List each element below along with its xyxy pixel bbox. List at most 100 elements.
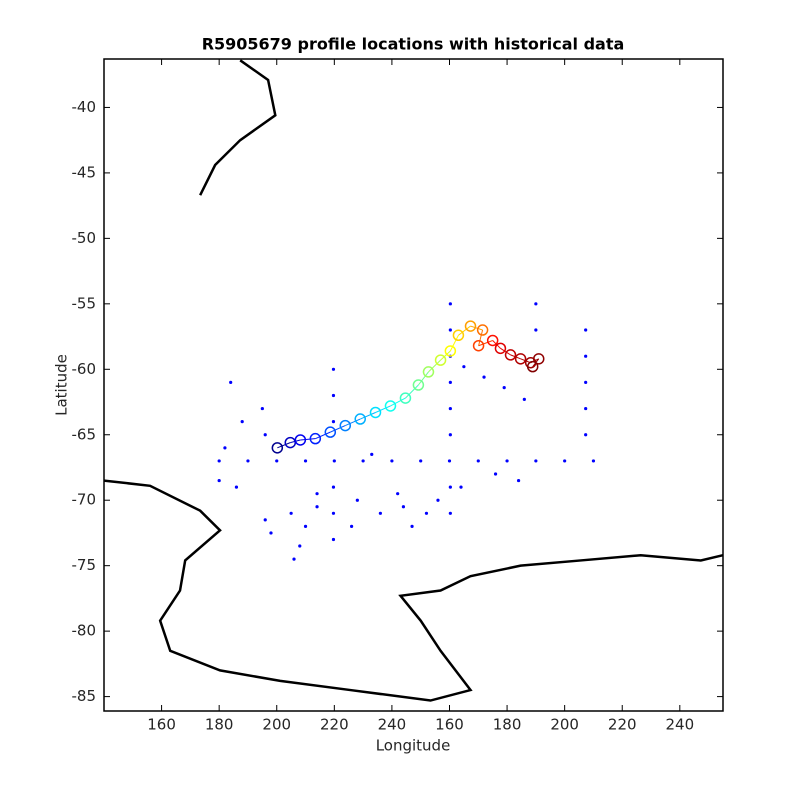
historical-point: [448, 406, 452, 411]
historical-point: [462, 365, 466, 369]
track-segment: [390, 397, 406, 407]
historical-point: [263, 433, 267, 437]
profile-point: [526, 360, 539, 373]
historical-point: [292, 557, 296, 561]
y-tick-label: -75: [72, 556, 97, 574]
chart-title: R5905679 profile locations with historic…: [202, 35, 625, 54]
historical-point: [275, 459, 279, 463]
y-tick-label: -45: [72, 163, 97, 181]
historical-point: [217, 459, 221, 463]
historical-point: [390, 459, 394, 463]
track-segment: [458, 325, 471, 336]
x-tick-label: 220: [320, 716, 349, 734]
historical-point: [246, 459, 250, 463]
historical-point: [378, 511, 382, 515]
historical-point: [269, 531, 273, 535]
historical-point: [331, 537, 336, 542]
profile-point: [422, 366, 435, 378]
y-tick-label: -85: [72, 687, 97, 705]
profile-point: [399, 392, 412, 404]
profile-point: [476, 324, 489, 336]
profile-point: [309, 432, 322, 445]
historical-point: [447, 459, 452, 463]
historical-point: [303, 524, 308, 528]
historical-point: [355, 498, 359, 502]
profile-point: [486, 334, 499, 347]
historical-point: [260, 406, 264, 411]
profile-point: [452, 329, 465, 341]
historical-point: [584, 433, 588, 437]
historical-point: [350, 524, 354, 528]
plot-frame: [103, 58, 724, 712]
y-tick-label: -80: [72, 622, 97, 640]
track-segment: [375, 405, 391, 413]
historical-point: [331, 393, 336, 398]
x-axis-label: Longitude: [376, 737, 451, 755]
x-tick-label: 240: [378, 716, 407, 734]
profile-point: [354, 413, 366, 425]
profile-point: [369, 406, 382, 419]
profile-point: [444, 345, 457, 357]
track-segment: [417, 371, 429, 386]
profile-point: [504, 349, 517, 361]
y-tick-label: -65: [72, 425, 97, 443]
historical-point: [370, 452, 374, 456]
historical-point: [234, 485, 239, 489]
historical-point: [448, 302, 452, 306]
profile-point: [324, 426, 337, 438]
track-segment: [405, 384, 419, 399]
profile-point: [412, 379, 425, 391]
historical-point: [448, 380, 452, 384]
historical-point: [584, 354, 588, 358]
y-tick-label: -40: [72, 98, 97, 116]
historical-point: [493, 472, 498, 476]
historical-point: [331, 367, 336, 371]
historical-point: [229, 380, 233, 384]
track-segment: [470, 325, 483, 331]
profile-point: [494, 342, 507, 355]
track-segment: [478, 340, 493, 347]
historical-point: [396, 492, 400, 496]
historical-point: [424, 511, 429, 515]
historical-point: [223, 446, 227, 450]
historical-point: [505, 459, 509, 463]
historical-point: [240, 420, 244, 424]
historical-point: [263, 518, 267, 522]
historical-point: [298, 544, 302, 548]
historical-point: [289, 511, 293, 515]
historical-point: [315, 505, 319, 509]
coastline: [103, 479, 724, 702]
historical-point: [563, 459, 567, 463]
coastline: [199, 59, 277, 196]
historical-point: [584, 406, 588, 411]
track-segment: [300, 438, 316, 441]
historical-point: [534, 459, 538, 463]
track-segment: [478, 329, 484, 346]
historical-point: [482, 375, 486, 379]
x-tick-label: 160: [435, 716, 464, 734]
y-tick-label: -50: [72, 229, 97, 247]
historical-point: [315, 492, 319, 496]
profile-point: [472, 339, 485, 352]
historical-point: [419, 459, 423, 463]
profile-point: [464, 320, 477, 332]
historical-point: [331, 420, 336, 424]
x-tick-label: 180: [493, 716, 522, 734]
historical-point: [584, 380, 588, 384]
historical-point: [591, 459, 596, 463]
track-segment: [330, 425, 346, 433]
x-tick-label: 240: [665, 716, 694, 734]
profile-point: [339, 419, 352, 432]
historical-point: [448, 511, 452, 515]
x-tick-label: 180: [205, 716, 234, 734]
x-tick-label: 200: [262, 716, 291, 734]
historical-point: [303, 459, 308, 463]
x-tick-label: 160: [147, 716, 176, 734]
profile-point: [294, 434, 307, 446]
track-segment: [345, 418, 361, 427]
historical-point: [522, 397, 526, 402]
track-segment: [360, 412, 376, 420]
y-tick-label: -60: [72, 360, 97, 378]
track-segment: [500, 347, 511, 356]
